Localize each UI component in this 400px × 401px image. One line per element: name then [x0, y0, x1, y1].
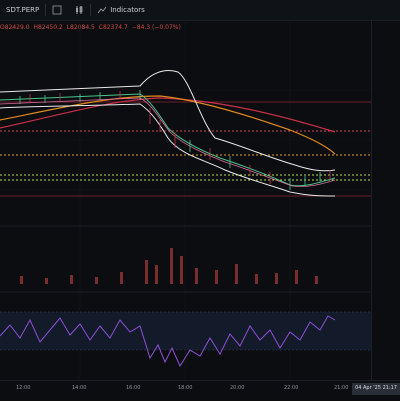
indicators-button[interactable]: Indicators [91, 0, 151, 20]
ema-orange-line[interactable] [0, 95, 336, 155]
bollinger-upper[interactable] [0, 70, 336, 172]
symbol-selector[interactable]: SDT.PERP [0, 0, 45, 20]
chart-type-button[interactable] [68, 0, 90, 20]
time-label: 18:00 [178, 385, 193, 391]
candles[interactable] [19, 90, 331, 190]
time-label: 20:00 [230, 385, 245, 391]
indicators-label: Indicators [110, 6, 145, 14]
ohlc-high: H82450.2 [33, 24, 63, 31]
symbol-label: SDT.PERP [6, 6, 40, 14]
time-label: 14:00 [72, 385, 87, 391]
ohlc-open: O82429.0 [0, 24, 30, 31]
crosshair-time-badge: 04 Apr '25 21:17 [352, 383, 400, 395]
rsi-line[interactable] [0, 315, 336, 368]
time-axis[interactable]: 12:00 14:00 16:00 18:00 20:00 22:00 21:0… [0, 380, 400, 401]
ohlc-change: −84.3 (−0.07%) [131, 24, 181, 31]
time-label: 16:00 [126, 385, 141, 391]
time-label: 21:00 [334, 385, 349, 391]
ohlc-legend: O82429.0 H82450.2 L82084.5 C82374.7 −84.… [0, 24, 240, 31]
rsi-band [0, 312, 372, 350]
bollinger-lower[interactable] [0, 103, 336, 197]
indicators-icon [97, 5, 107, 15]
ema-pink-line[interactable] [0, 97, 336, 187]
ohlc-close: C82374.7 [98, 24, 128, 31]
ema-red-line[interactable] [0, 97, 336, 133]
toolbar-divider [90, 4, 92, 16]
time-label: 22:00 [284, 385, 299, 391]
toolbar-divider [45, 4, 47, 16]
price-chart[interactable] [0, 20, 372, 380]
volume-bars[interactable] [20, 248, 318, 284]
timeframe-button[interactable] [46, 0, 68, 20]
top-toolbar: SDT.PERP Indicators [0, 0, 400, 21]
interval-icon [52, 5, 62, 15]
candles-icon [74, 5, 84, 15]
time-label: 12:00 [16, 385, 31, 391]
ohlc-low: L82084.5 [66, 24, 95, 31]
price-axis[interactable] [371, 20, 400, 388]
